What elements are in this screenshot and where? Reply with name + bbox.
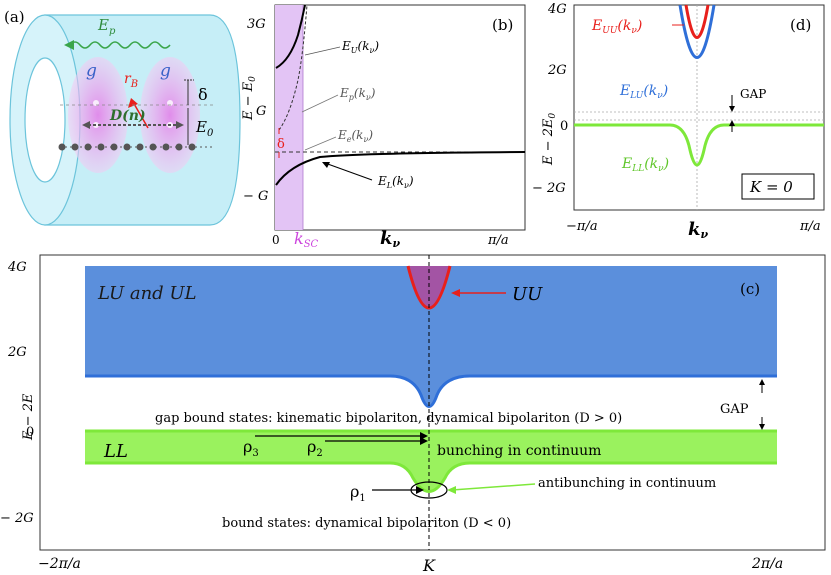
el-curve	[275, 151, 526, 186]
b-ytick-3g: 3G	[247, 17, 266, 32]
euu-curve	[684, 4, 710, 39]
d-gap-label: GAP	[740, 87, 766, 101]
ell-label: ELL(kν)	[621, 156, 669, 174]
ksc-shade	[275, 5, 303, 230]
panel-d-label: (d)	[790, 16, 811, 34]
c-xtick-right: 2π/a	[751, 556, 783, 572]
dn-arrow-right	[176, 121, 184, 129]
b-ytick-mg: − G	[243, 189, 268, 204]
c-ytick-m2g: − 2G	[0, 511, 34, 526]
rho2-label: ρ2	[307, 437, 323, 459]
photon-arrow	[64, 40, 74, 50]
cylinder-hole	[24, 57, 66, 183]
d-ytick-4g: 4G	[547, 2, 567, 17]
el-label: EL(kν)	[377, 174, 414, 190]
panel-c-label: (c)	[740, 280, 760, 298]
d-xlabel: kν	[688, 219, 708, 241]
rho3-label: ρ3	[243, 437, 259, 459]
ep-label: Ep	[97, 16, 116, 37]
k0-label: K = 0	[749, 178, 793, 196]
c-ytick-2g: 2G	[7, 345, 27, 360]
ep-label-b: Ep(kν)	[339, 86, 376, 102]
euu-label: EUU(kν)	[591, 18, 642, 36]
b-xtick-pi: π/a	[487, 233, 509, 248]
b-ytick-g: G	[256, 104, 266, 119]
dn-label: D(n)	[109, 108, 146, 124]
b-xlabel: kν	[380, 228, 400, 250]
c-gap-label: GAP	[720, 402, 749, 417]
d-ytick-m2g: − 2G	[532, 181, 566, 196]
g-right-label: g	[160, 61, 171, 81]
rb-label: rB	[124, 71, 138, 90]
d-ylabel: E − 2E0	[541, 113, 558, 166]
lu-ul-band	[85, 266, 777, 407]
b-delta: δ	[277, 137, 285, 152]
antibunching-pointer	[451, 483, 536, 491]
rho1-label: ρ1	[350, 482, 366, 504]
photon-wave	[69, 41, 171, 49]
bunching-text: bunching in continuum	[437, 443, 601, 459]
panel-b-frame	[274, 4, 526, 231]
g-left-label: g	[86, 61, 97, 81]
panel-b-label: (b)	[492, 16, 513, 34]
rb-line	[132, 101, 149, 129]
d-ytick-0: 0	[560, 119, 568, 134]
delta-label: δ	[198, 85, 208, 104]
e0-label: E0	[195, 118, 214, 139]
rb-arrow	[128, 98, 138, 108]
b-ylabel: E − E0	[241, 76, 258, 121]
c-xtick-left: −2π/a	[38, 556, 81, 572]
b-xtick-0: 0	[272, 233, 280, 247]
antibunching-text: antibunching in continuum	[538, 476, 716, 491]
eu-label: EU(kν)	[341, 39, 379, 55]
ee-label: Ee(kν)	[337, 128, 373, 144]
cavity-right	[140, 57, 200, 173]
panel-b: (b) 3G G − G E − E0 0 kSC kν π/a δ EU(kν…	[241, 4, 526, 250]
c-ylabel: E − 2E	[21, 393, 36, 441]
elu-label: ELU(kν)	[619, 83, 668, 101]
chain-atoms	[58, 143, 196, 151]
c-ytick-4g: 4G	[7, 260, 27, 275]
c-ytick-0: 0	[26, 425, 34, 440]
bound-states-text: bound states: dynamical bipolariton (D <…	[222, 516, 511, 531]
d-ytick-2g: 2G	[547, 63, 567, 78]
panel-a-label: (a)	[4, 8, 25, 26]
gap-bound-states-text: gap bound states: kinematic bipolariton,…	[155, 411, 622, 426]
dot	[93, 100, 99, 106]
panel-d: (d) 4G 2G 0 − 2G E − 2E0 −π/a π/a kν EUU…	[532, 2, 825, 241]
panel-c: 4G 2G 0 − 2G E − 2E −2π/a K 2π/a (c) LU …	[0, 254, 826, 575]
c-xtick-k: K	[422, 556, 436, 575]
elu-curve	[678, 4, 716, 59]
ell-curve	[574, 123, 824, 167]
uu-label: UU	[512, 284, 543, 305]
dn-arrow-left	[82, 121, 90, 129]
eu-curve	[275, 4, 306, 69]
lu-lower-edge	[85, 374, 777, 408]
panel-a: (a) Ep g g rB	[4, 8, 241, 226]
k0-box	[741, 173, 815, 200]
b-xtick-ksc: kSC	[294, 229, 319, 250]
ll-label: LL	[103, 441, 128, 462]
d-xtick-left: −π/a	[566, 219, 598, 234]
dot	[167, 100, 173, 106]
ll-band	[85, 431, 777, 492]
d-xtick-right: π/a	[799, 219, 821, 234]
band-upper-label: LU and UL	[97, 283, 197, 304]
